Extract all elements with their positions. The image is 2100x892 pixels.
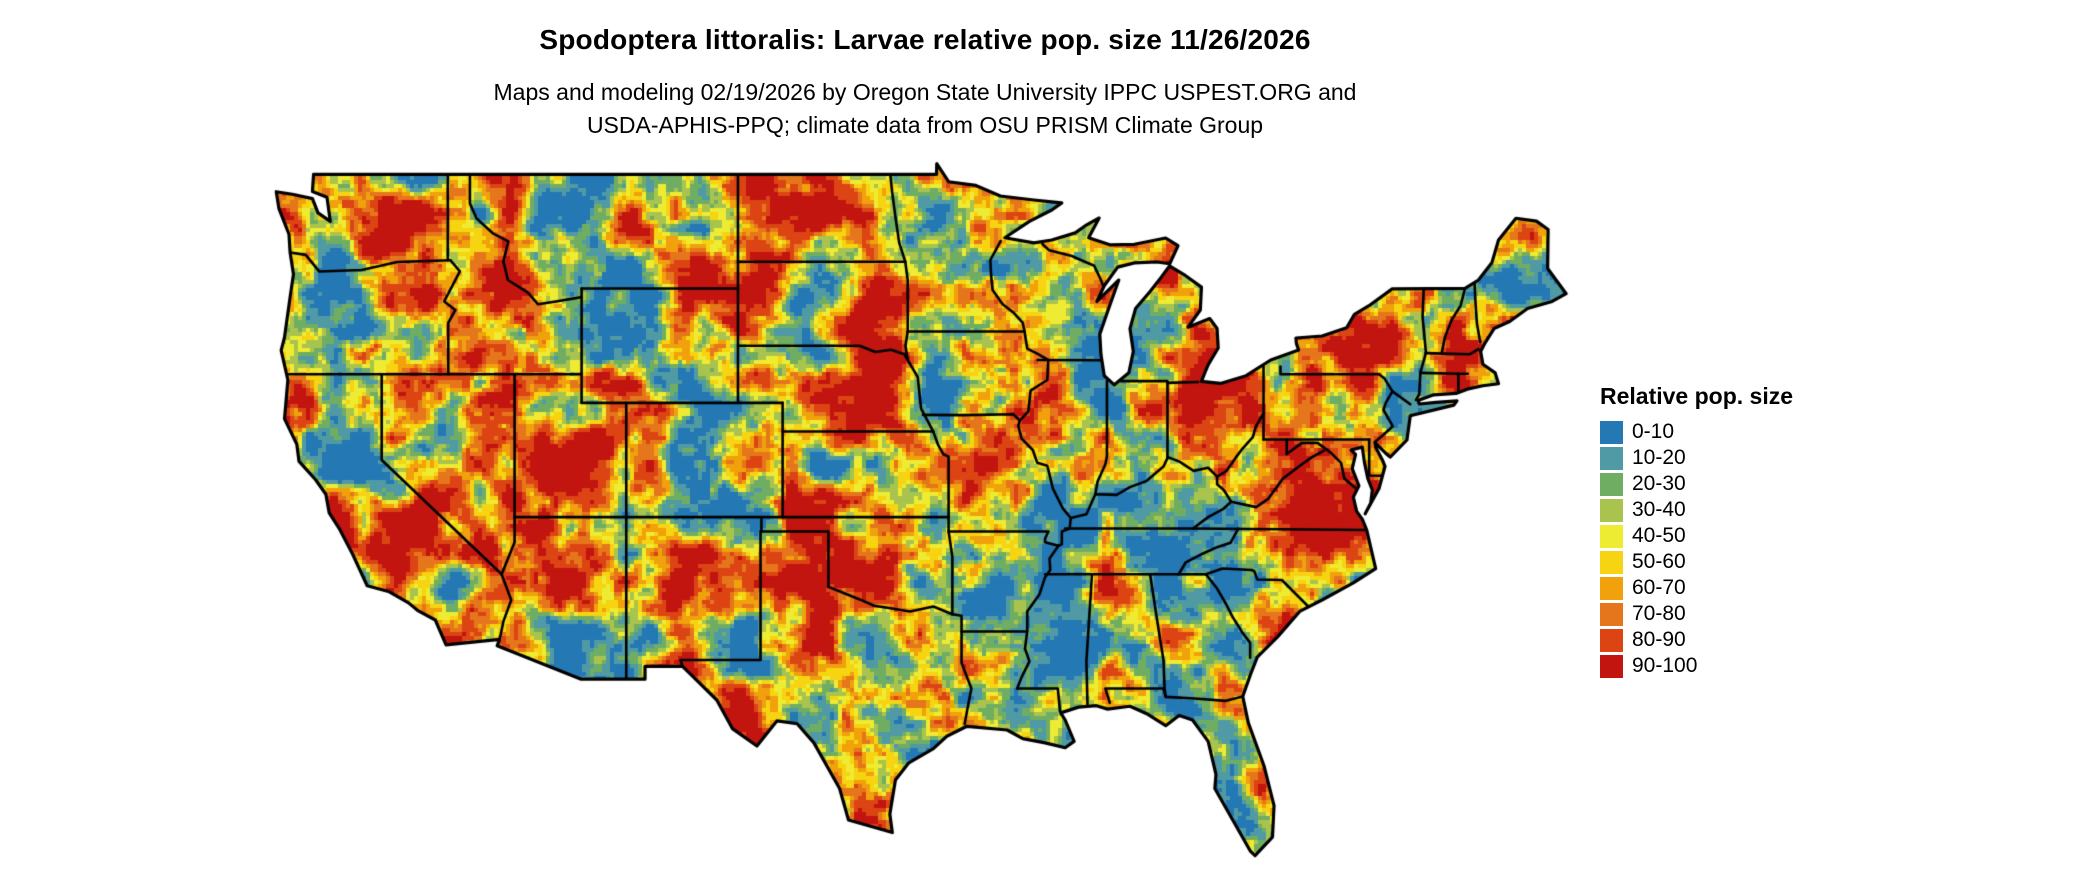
legend-item: 50-60 bbox=[1600, 549, 1793, 575]
legend-item: 80-90 bbox=[1600, 627, 1793, 653]
legend-items: 0-10 10-20 20-30 30-40 40-50 50-60 60-70 70-80 8… bbox=[1600, 419, 1793, 679]
legend-color-swatch bbox=[1600, 446, 1623, 470]
legend-item: 70-80 bbox=[1600, 601, 1793, 627]
legend-bin-label: 10-20 bbox=[1632, 446, 1686, 469]
legend-color-swatch bbox=[1600, 628, 1623, 652]
legend-bin-label: 30-40 bbox=[1632, 498, 1686, 521]
legend-color-swatch bbox=[1600, 420, 1623, 444]
legend-bin-label: 70-80 bbox=[1632, 602, 1686, 625]
legend: Relative pop. size 0-10 10-20 20-30 30-40 40… bbox=[1600, 383, 1793, 679]
legend-color-swatch bbox=[1600, 550, 1623, 574]
legend-item: 90-100 bbox=[1600, 653, 1793, 679]
map-title: Spodoptera littoralis: Larvae relative p… bbox=[539, 24, 1311, 55]
map-subtitle-line1: Maps and modeling 02/19/2026 by Oregon S… bbox=[493, 79, 1357, 105]
legend-bin-label: 50-60 bbox=[1632, 550, 1686, 573]
legend-color-swatch bbox=[1600, 602, 1623, 626]
legend-color-swatch bbox=[1600, 498, 1623, 522]
legend-color-swatch bbox=[1600, 654, 1623, 678]
map-header: Spodoptera littoralis: Larvae relative p… bbox=[0, 24, 1850, 142]
legend-bin-label: 60-70 bbox=[1632, 576, 1686, 599]
legend-item: 40-50 bbox=[1600, 523, 1793, 549]
legend-item: 30-40 bbox=[1600, 497, 1793, 523]
legend-bin-label: 20-30 bbox=[1632, 472, 1686, 495]
legend-bin-label: 80-90 bbox=[1632, 628, 1686, 651]
map-subtitle: Maps and modeling 02/19/2026 by Oregon S… bbox=[0, 76, 1850, 142]
map-subtitle-line2: USDA-APHIS-PPQ; climate data from OSU PR… bbox=[586, 112, 1264, 138]
us-population-heatmap-canvas bbox=[270, 160, 1570, 880]
legend-color-swatch bbox=[1600, 576, 1623, 600]
legend-bin-label: 0-10 bbox=[1632, 420, 1675, 443]
legend-item: 60-70 bbox=[1600, 575, 1793, 601]
legend-item: 20-30 bbox=[1600, 471, 1793, 497]
legend-item: 0-10 bbox=[1600, 419, 1793, 445]
legend-item: 10-20 bbox=[1600, 445, 1793, 471]
legend-bin-label: 90-100 bbox=[1632, 654, 1698, 677]
legend-color-swatch bbox=[1600, 472, 1623, 496]
legend-title: Relative pop. size bbox=[1600, 383, 1794, 409]
legend-color-swatch bbox=[1600, 524, 1623, 548]
legend-bin-label: 40-50 bbox=[1632, 524, 1686, 547]
